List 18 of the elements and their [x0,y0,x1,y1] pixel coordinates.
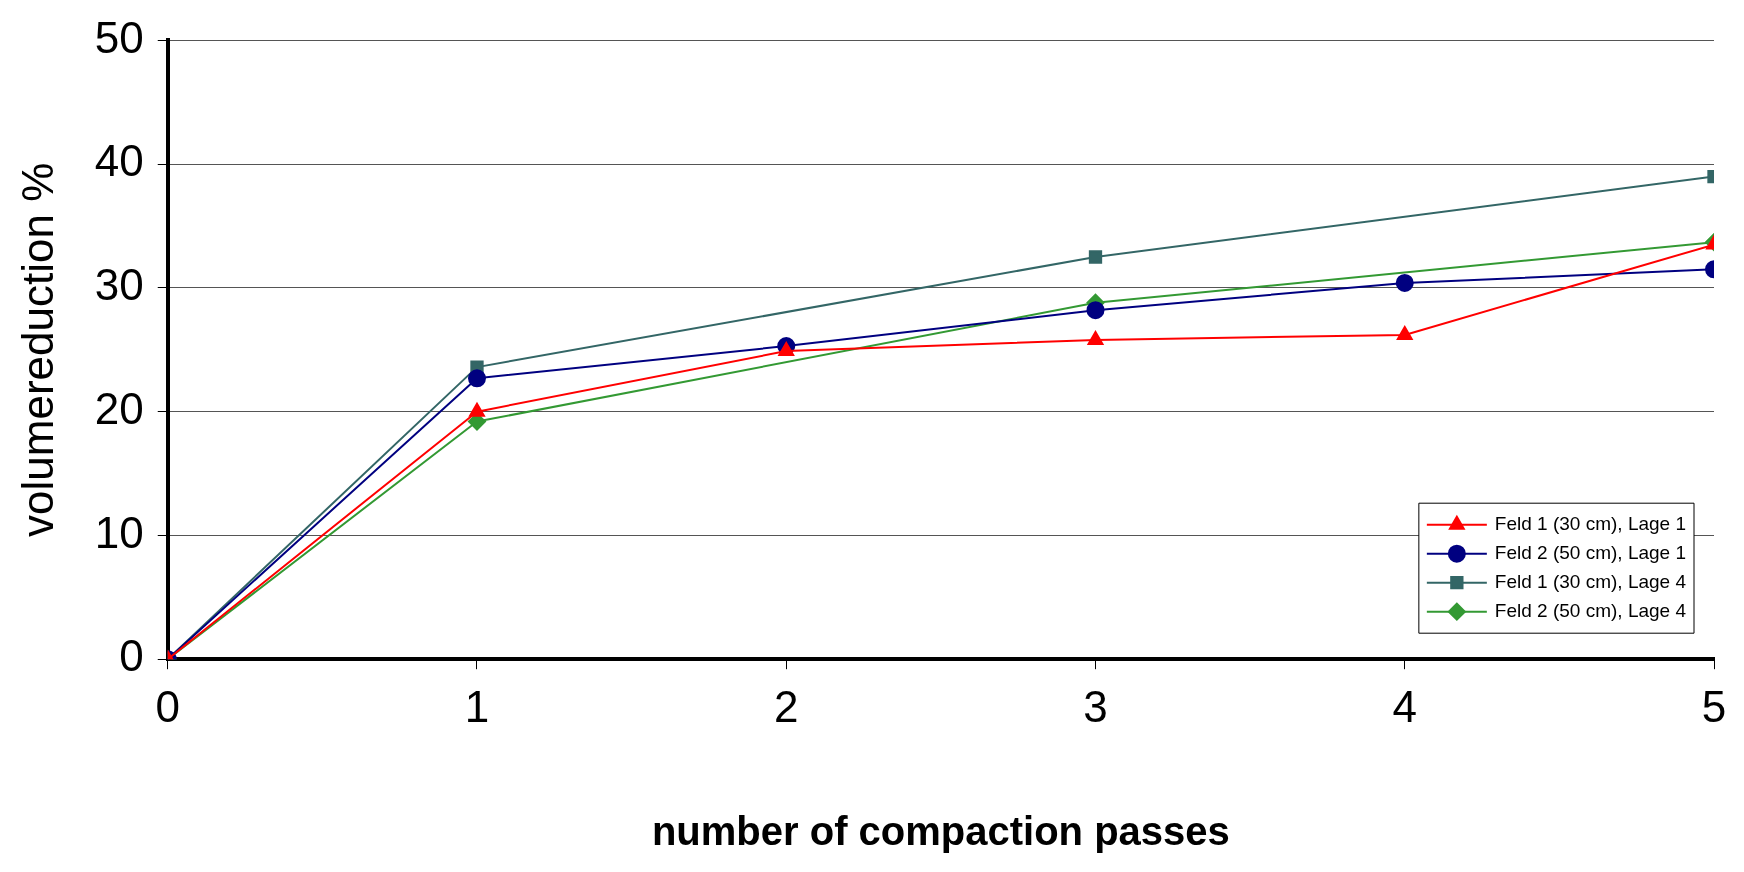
y-tick-label: 50 [94,12,144,62]
legend-label: Feld 1 (30 cm), Lage 4 [1494,570,1687,592]
y-tick-label: 10 [94,507,144,557]
legend-label: Feld 2 (50 cm), Lage 4 [1494,599,1687,621]
legend-label: Feld 2 (50 cm), Lage 1 [1494,541,1687,563]
x-tick-label: 3 [1083,681,1108,731]
x-tick-label: 1 [464,681,490,731]
y-tick-label: 20 [94,383,144,433]
y-tick-label: 40 [94,136,144,186]
y-axis-title: volumereduction % [12,162,62,537]
y-tick-label: 30 [94,260,144,310]
y-tick-label: 0 [119,631,144,681]
legend-label: Feld 1 (30 cm), Lage 1 [1494,512,1687,534]
x-axis-title: number of compaction passes [651,809,1230,854]
x-tick-label: 4 [1392,681,1417,731]
x-tick-label: 5 [1701,681,1727,731]
x-tick-label: 0 [155,681,180,731]
x-tick-label: 2 [774,681,799,731]
